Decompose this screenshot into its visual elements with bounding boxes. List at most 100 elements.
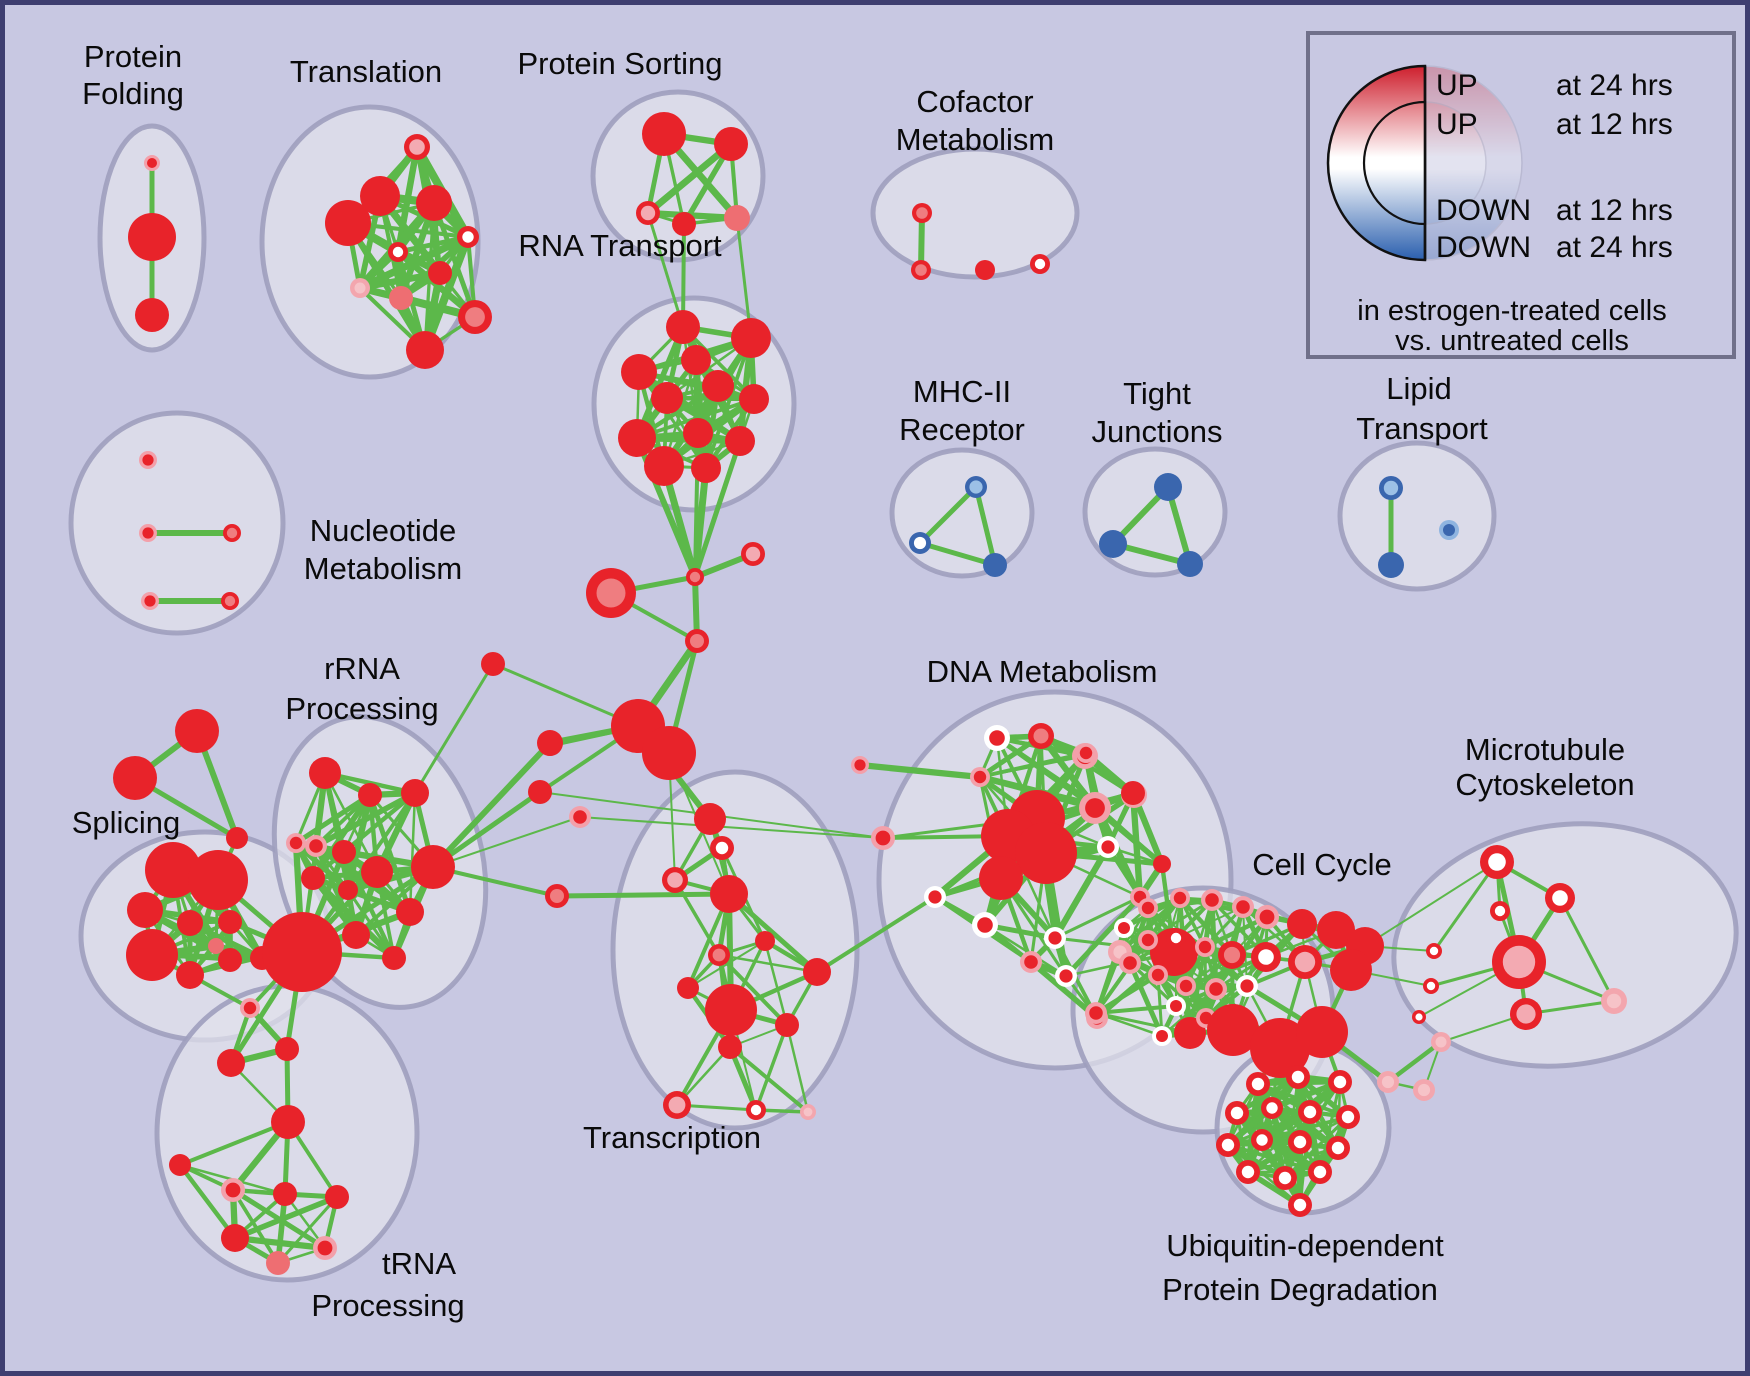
network-node-mhc-ii-receptor[interactable]	[965, 476, 987, 498]
network-node-cell-cycle[interactable]	[1207, 1004, 1259, 1056]
network-node-dna-metabolism[interactable]	[972, 912, 998, 938]
network-node-cell-cycle[interactable]	[1166, 928, 1186, 948]
network-node-transcription[interactable]	[710, 836, 734, 860]
network-node-cell-cycle[interactable]	[1170, 888, 1190, 908]
network-node-ubiquitin-degradation[interactable]	[1298, 1100, 1322, 1124]
network-node-ubiquitin-degradation[interactable]	[1328, 1070, 1352, 1094]
network-node-nucleotide-metabolism[interactable]	[221, 592, 239, 610]
network-node-translation[interactable]	[428, 261, 452, 285]
network-node-dna-metabolism[interactable]	[1121, 781, 1145, 805]
network-node-microtubule-cytoskeleton[interactable]	[1510, 998, 1542, 1030]
network-node-cofactor-metabolism[interactable]	[1030, 254, 1050, 274]
network-node-rrna-processing[interactable]	[309, 757, 341, 789]
network-node-ubiquitin-degradation[interactable]	[1225, 1101, 1249, 1125]
network-node-translation[interactable]	[350, 278, 370, 298]
network-node-central-connectors[interactable]	[685, 629, 709, 653]
network-node-dna-metabolism[interactable]	[1079, 792, 1111, 824]
network-node-ubiquitin-degradation[interactable]	[1273, 1166, 1297, 1190]
network-node-microtubule-cytoskeleton[interactable]	[1490, 901, 1510, 921]
network-node-central-connectors[interactable]	[871, 826, 895, 850]
network-node-translation[interactable]	[406, 331, 444, 369]
network-node-transcription[interactable]	[803, 958, 831, 986]
network-node-cell-cycle[interactable]	[1138, 898, 1158, 918]
network-node-tight-junctions[interactable]	[1154, 473, 1182, 501]
network-node-transcription[interactable]	[708, 944, 730, 966]
network-node-trna-processing[interactable]	[169, 1154, 191, 1176]
network-node-ubiquitin-degradation[interactable]	[1286, 1065, 1310, 1089]
network-node-cell-cycle[interactable]	[1377, 1071, 1399, 1093]
network-node-dna-metabolism[interactable]	[1028, 723, 1054, 749]
network-node-central-connectors[interactable]	[113, 756, 157, 800]
network-node-rrna-processing[interactable]	[286, 833, 306, 853]
network-node-cell-cycle[interactable]	[1296, 1006, 1348, 1058]
network-node-translation[interactable]	[458, 300, 492, 334]
network-node-translation[interactable]	[388, 242, 408, 262]
network-node-rrna-processing[interactable]	[301, 866, 325, 890]
network-node-ubiquitin-degradation[interactable]	[1288, 1130, 1312, 1154]
network-node-central-connectors[interactable]	[741, 542, 765, 566]
network-node-trna-processing[interactable]	[221, 1178, 245, 1202]
network-node-trna-processing[interactable]	[325, 1185, 349, 1209]
network-node-translation[interactable]	[404, 134, 430, 160]
network-node-cell-cycle[interactable]	[1288, 945, 1322, 979]
network-node-trna-processing[interactable]	[217, 1049, 245, 1077]
network-node-lipid-transport[interactable]	[1379, 476, 1403, 500]
network-node-splicing[interactable]	[188, 850, 248, 910]
network-node-nucleotide-metabolism[interactable]	[139, 524, 157, 542]
network-node-splicing[interactable]	[218, 948, 242, 972]
network-node-nucleotide-metabolism[interactable]	[223, 524, 241, 542]
network-node-transcription[interactable]	[705, 984, 757, 1036]
network-node-cofactor-metabolism[interactable]	[912, 203, 932, 223]
network-node-transcription[interactable]	[755, 931, 775, 951]
network-node-translation[interactable]	[325, 200, 371, 246]
network-node-protein-sorting[interactable]	[642, 112, 686, 156]
network-node-cell-cycle[interactable]	[1250, 1018, 1310, 1078]
network-node-splicing[interactable]	[208, 938, 224, 954]
network-node-protein-folding[interactable]	[144, 155, 160, 171]
network-node-trna-processing[interactable]	[273, 1182, 297, 1206]
network-node-transcription[interactable]	[710, 875, 748, 913]
network-node-dna-metabolism[interactable]	[1055, 965, 1077, 987]
network-node-cell-cycle[interactable]	[1413, 1079, 1435, 1101]
network-node-splicing[interactable]	[176, 961, 204, 989]
network-node-cofactor-metabolism[interactable]	[911, 260, 931, 280]
network-node-cell-cycle[interactable]	[1287, 909, 1317, 939]
network-node-transcription[interactable]	[663, 1091, 691, 1119]
network-node-rna-transport[interactable]	[681, 345, 711, 375]
network-node-rna-transport[interactable]	[702, 370, 734, 402]
network-node-splicing[interactable]	[145, 842, 201, 898]
network-node-microtubule-cytoskeleton[interactable]	[1480, 845, 1514, 879]
network-node-cell-cycle[interactable]	[1138, 930, 1158, 950]
network-node-cell-cycle[interactable]	[1195, 937, 1215, 957]
network-node-transcription[interactable]	[677, 977, 699, 999]
network-node-microtubule-cytoskeleton[interactable]	[1426, 943, 1442, 959]
network-node-ubiquitin-degradation[interactable]	[1251, 1129, 1273, 1151]
network-node-nucleotide-metabolism[interactable]	[139, 451, 157, 469]
network-node-cell-cycle[interactable]	[1330, 949, 1372, 991]
network-node-rrna-processing[interactable]	[396, 898, 424, 926]
network-node-central-connectors[interactable]	[569, 806, 591, 828]
network-node-protein-sorting[interactable]	[714, 127, 748, 161]
network-node-cell-cycle[interactable]	[1152, 1026, 1172, 1046]
network-node-dna-metabolism[interactable]	[1097, 836, 1119, 858]
network-node-translation[interactable]	[457, 226, 479, 248]
network-node-rrna-processing[interactable]	[361, 856, 393, 888]
network-node-protein-sorting[interactable]	[636, 201, 660, 225]
network-node-microtubule-cytoskeleton[interactable]	[1601, 988, 1627, 1014]
network-node-protein-sorting[interactable]	[672, 212, 696, 236]
network-node-microtubule-cytoskeleton[interactable]	[1423, 978, 1439, 994]
network-node-rna-transport[interactable]	[691, 453, 721, 483]
network-node-cell-cycle[interactable]	[1174, 1017, 1206, 1049]
network-node-cell-cycle[interactable]	[1166, 996, 1186, 1016]
network-node-cell-cycle[interactable]	[1148, 965, 1168, 985]
network-node-dna-metabolism[interactable]	[1150, 928, 1198, 976]
network-node-lipid-transport[interactable]	[1439, 520, 1459, 540]
network-node-rrna-processing[interactable]	[262, 912, 342, 992]
network-node-ubiquitin-degradation[interactable]	[1336, 1105, 1360, 1129]
network-node-trna-processing[interactable]	[266, 1251, 290, 1275]
network-node-microtubule-cytoskeleton[interactable]	[1545, 883, 1575, 913]
network-node-translation[interactable]	[360, 176, 400, 216]
network-node-splicing[interactable]	[126, 929, 178, 981]
network-node-central-connectors[interactable]	[545, 884, 569, 908]
network-node-rrna-processing[interactable]	[358, 783, 382, 807]
